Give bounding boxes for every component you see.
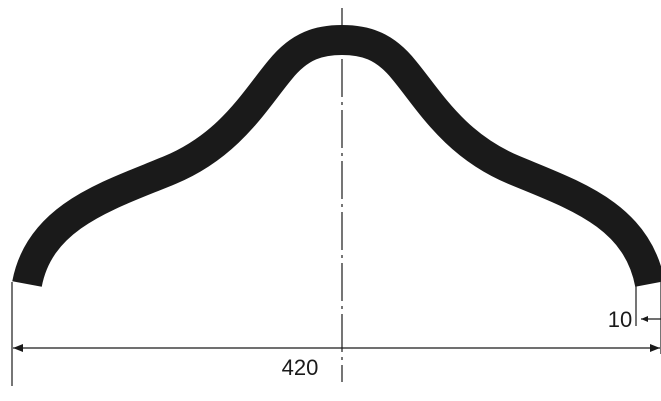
thickness-label: 10 <box>608 307 632 332</box>
overall-width-label: 420 <box>282 355 319 380</box>
hanger-shape <box>12 24 661 288</box>
